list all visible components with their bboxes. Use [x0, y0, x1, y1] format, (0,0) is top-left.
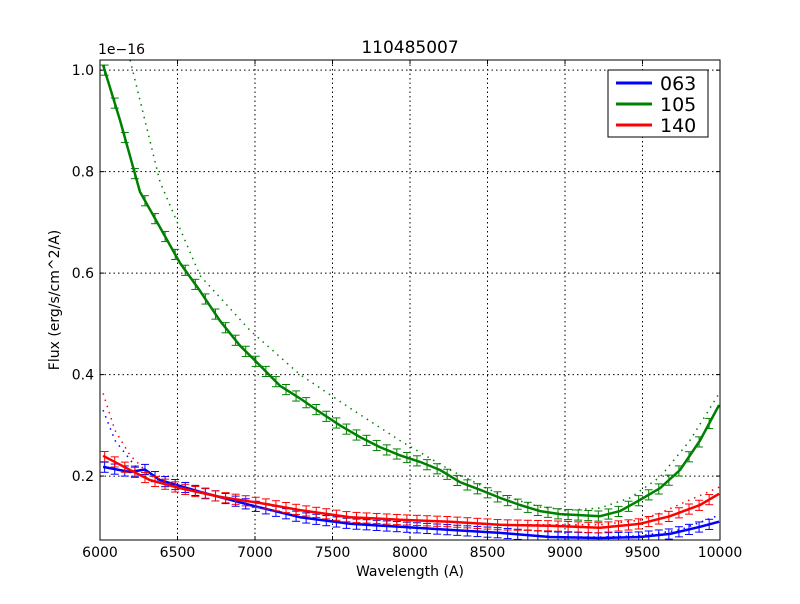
series-063-line — [102, 465, 720, 540]
x-tick-label: 9000 — [547, 545, 583, 561]
plot-area — [100, 60, 720, 540]
x-tick-label: 9500 — [625, 545, 661, 561]
y-multiplier-label: 1e−16 — [98, 42, 145, 58]
chart-title: 110485007 — [361, 38, 458, 58]
axes-frame — [99, 59, 721, 541]
y-tick-label: 1.0 — [72, 63, 94, 79]
y-tick-label: 0.8 — [72, 165, 94, 181]
y-tick-label: 0.4 — [72, 368, 94, 384]
axis-ticks: 6000 6500 7000 7500 8000 8500 9000 9500 10000 0.2… — [72, 60, 743, 561]
y-tick-label: 0.6 — [72, 266, 94, 282]
x-tick-label: 8000 — [392, 545, 428, 561]
x-tick-label: 6000 — [82, 545, 118, 561]
grid-lines — [100, 60, 720, 540]
series-140-line — [102, 454, 720, 530]
x-tick-label: 10000 — [698, 545, 743, 561]
x-tick-label: 7000 — [237, 545, 273, 561]
y-tick-label: 0.2 — [72, 469, 94, 485]
x-tick-label: 7500 — [315, 545, 351, 561]
series-105-line — [101, 64, 720, 518]
legend-label-063: 063 — [660, 73, 696, 95]
x-tick-label: 6500 — [160, 545, 196, 561]
y-axis-label: Flux (erg/s/cm^2/A) — [47, 230, 63, 370]
legend-label-105: 105 — [660, 94, 696, 116]
x-tick-label: 8500 — [470, 545, 506, 561]
series-063-model-line — [102, 409, 720, 538]
legend-label-140: 140 — [660, 115, 696, 137]
x-axis-label: Wavelength (A) — [356, 564, 464, 580]
